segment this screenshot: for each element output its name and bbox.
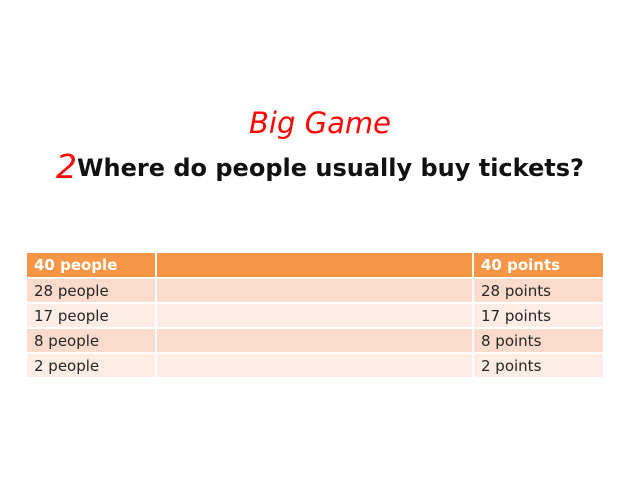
answer-cell xyxy=(155,327,474,354)
answer-cell xyxy=(155,352,474,379)
question-number: 2 xyxy=(56,147,78,186)
header-cell-people: 40 people xyxy=(25,251,157,279)
question-text: Where do people usually buy tickets? xyxy=(77,154,584,182)
table-row: 8 people 8 points xyxy=(25,327,605,354)
table-header-row: 40 people 40 points xyxy=(25,251,605,279)
table-row: 17 people 17 points xyxy=(25,302,605,329)
question-line: 2 Where do people usually buy tickets? xyxy=(0,148,640,184)
points-cell: 28 points xyxy=(472,277,605,304)
table-row: 28 people 28 points xyxy=(25,277,605,304)
people-cell: 17 people xyxy=(25,302,157,329)
score-table: 40 people 40 points 28 people 28 points … xyxy=(25,251,605,379)
points-cell: 8 points xyxy=(472,327,605,354)
points-cell: 17 points xyxy=(472,302,605,329)
points-cell: 2 points xyxy=(472,352,605,379)
answer-cell xyxy=(155,302,474,329)
header-cell-answer xyxy=(155,251,474,279)
people-cell: 8 people xyxy=(25,327,157,354)
answer-cell xyxy=(155,277,474,304)
header-cell-points: 40 points xyxy=(472,251,605,279)
table-row: 2 people 2 points xyxy=(25,352,605,379)
people-cell: 28 people xyxy=(25,277,157,304)
people-cell: 2 people xyxy=(25,352,157,379)
slide-title: Big Game xyxy=(249,106,391,140)
